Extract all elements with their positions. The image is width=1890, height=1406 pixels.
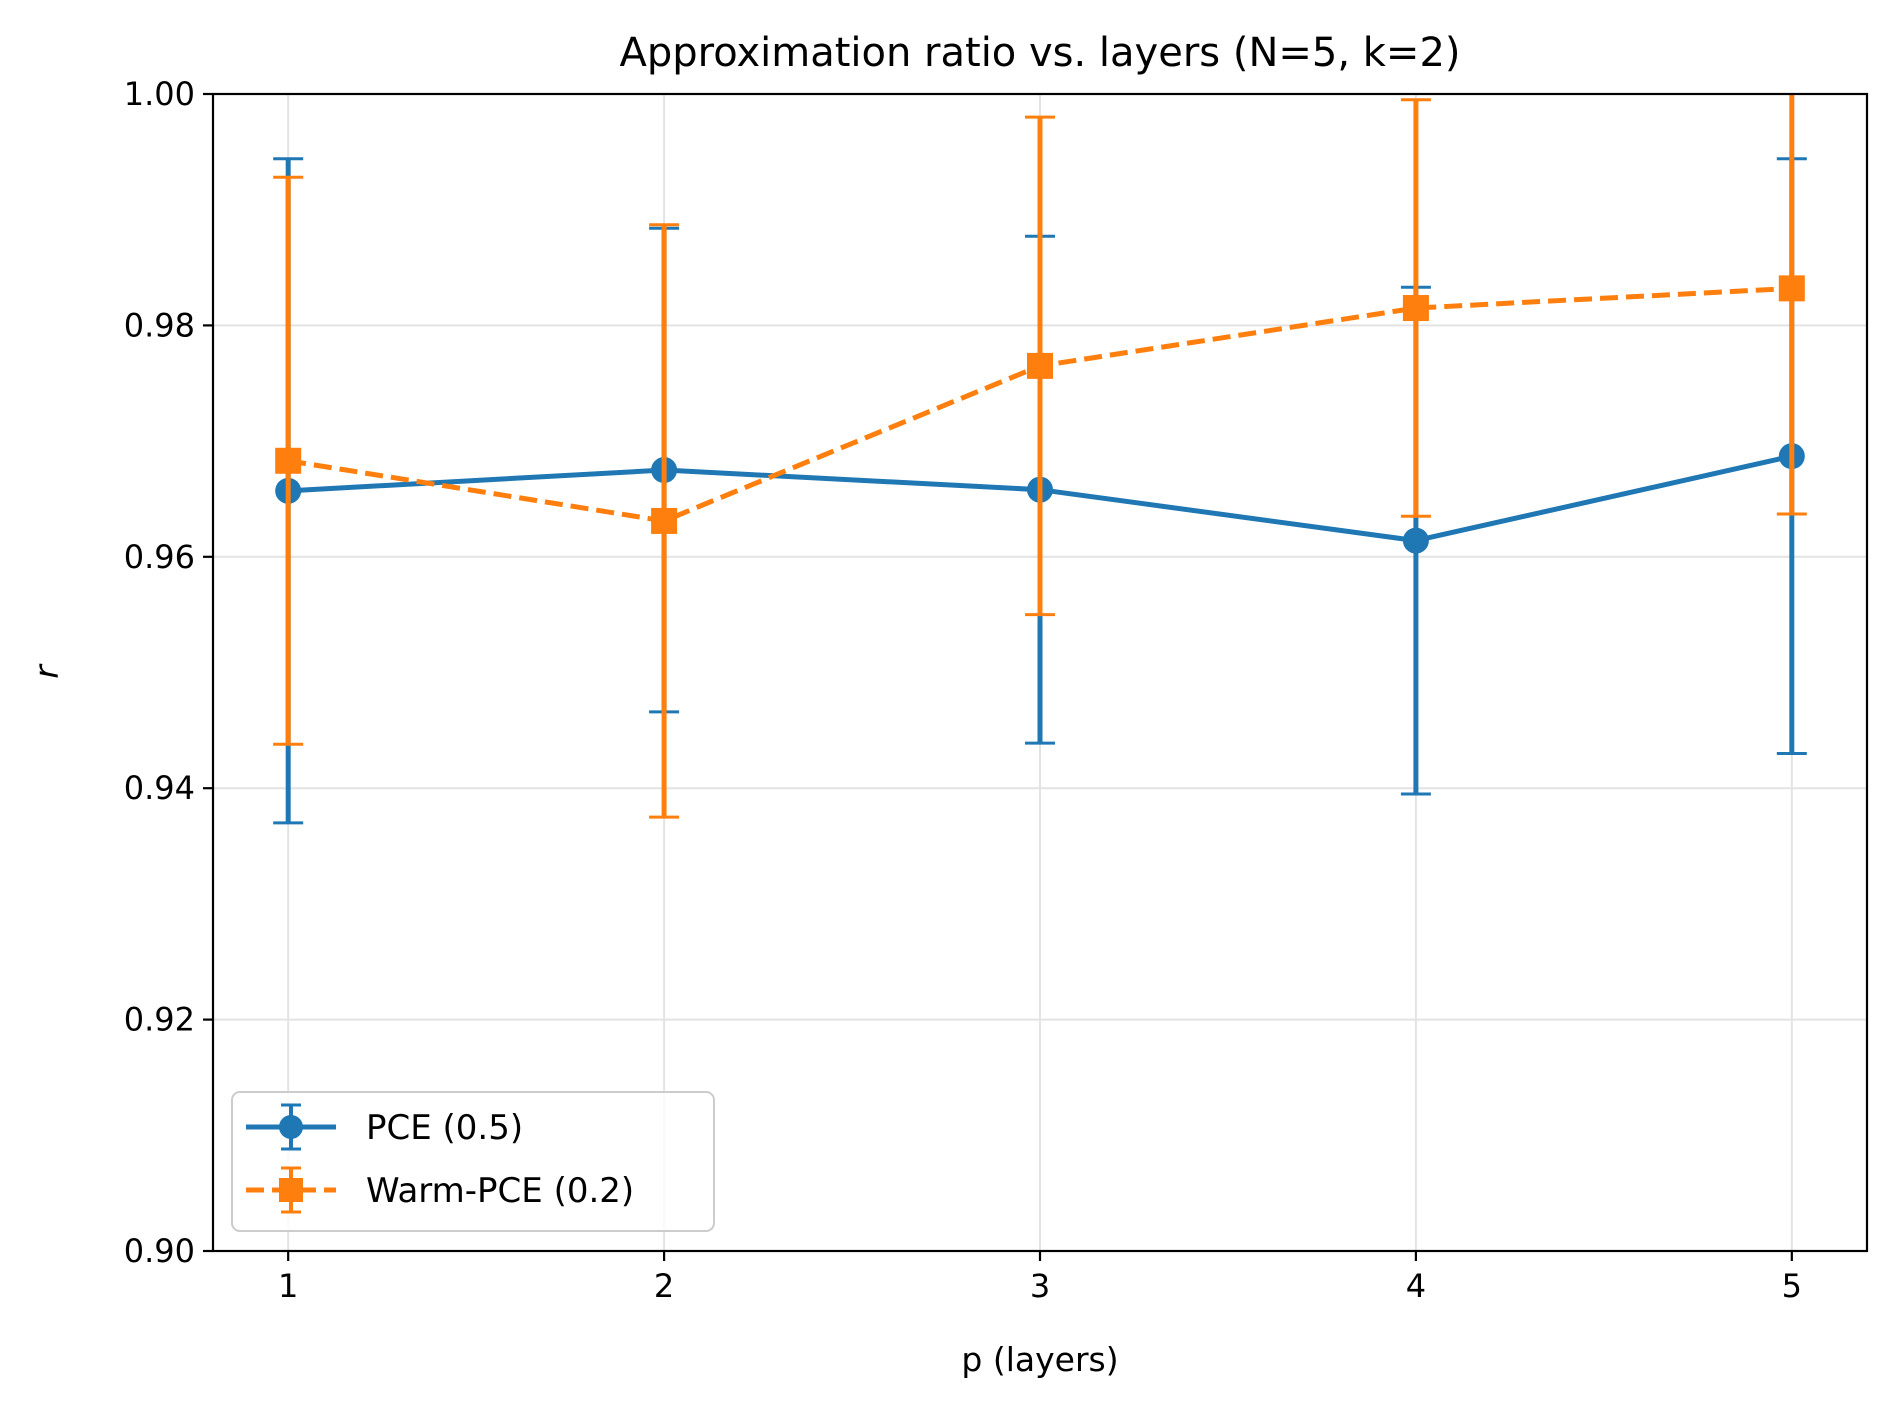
axis-ticks: 1 2 3 4 5 0.90 0.92 0.94 0.96 0.98 1.00: [124, 75, 1802, 1305]
series-warm-pce-0-2: [273, 94, 1807, 819]
data-point-warm-pce-0-2: [1402, 295, 1429, 322]
x-tick-label: 4: [1406, 1267, 1426, 1305]
data-point-warm-pce-0-2: [275, 447, 302, 474]
y-tick-label: 0.98: [124, 306, 195, 344]
series-layer: [273, 94, 1807, 825]
x-tick-label: 5: [1782, 1267, 1802, 1305]
x-tick-label: 1: [278, 1267, 298, 1305]
legend-box: [231, 1091, 715, 1232]
x-tick-label: 2: [654, 1267, 674, 1305]
legend-marker-pce: [279, 1115, 303, 1139]
x-tick-label: 3: [1030, 1267, 1050, 1305]
chart-title: Approximation ratio vs. layers (N=5, k=2…: [620, 30, 1461, 76]
y-tick-label: 0.94: [124, 769, 195, 807]
y-axis-label: r: [27, 663, 66, 679]
y-tick-label: 0.96: [124, 538, 195, 576]
legend-label-warm-pce: Warm-PCE (0.2): [366, 1171, 634, 1211]
legend-label-pce: PCE (0.5): [366, 1108, 523, 1148]
x-axis-label: p (layers): [961, 1340, 1118, 1379]
data-point-warm-pce-0-2: [651, 507, 678, 534]
y-tick-label: 0.90: [124, 1232, 195, 1270]
data-point-warm-pce-0-2: [1778, 275, 1805, 302]
data-point-warm-pce-0-2: [1027, 352, 1053, 379]
legend-entry-pce: PCE (0.5): [246, 1103, 523, 1151]
legend: PCE (0.5) Warm-PCE (0.2): [231, 1091, 715, 1232]
y-tick-label: 0.92: [124, 1001, 195, 1039]
y-tick-label: 1.00: [124, 75, 195, 113]
data-point-pce-0-5: [1402, 527, 1429, 554]
legend-entry-warm-pce: Warm-PCE (0.2): [246, 1166, 634, 1214]
legend-marker-warm-pce: [279, 1178, 303, 1202]
